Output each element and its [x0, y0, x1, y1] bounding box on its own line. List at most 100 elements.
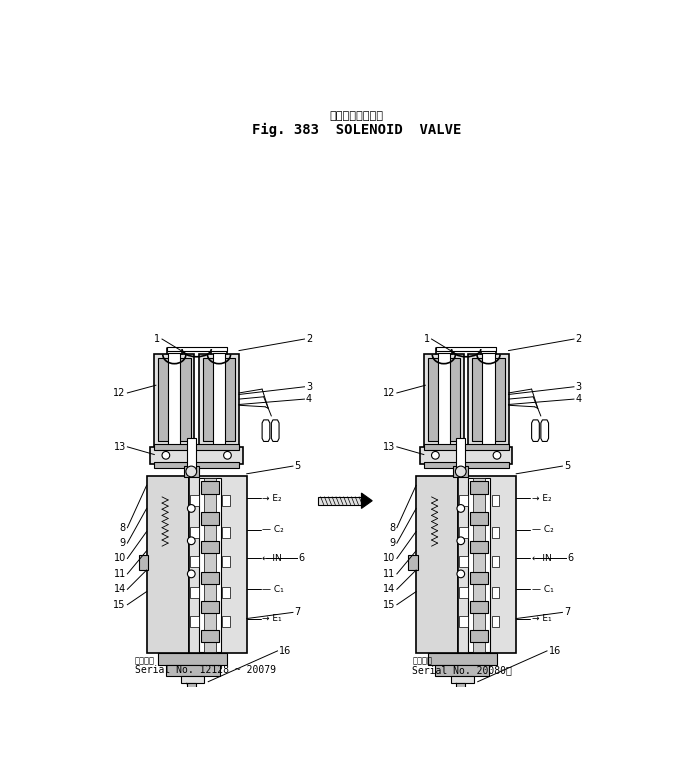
- Text: — C₁: — C₁: [532, 585, 553, 594]
- Bar: [470, 540, 489, 553]
- Bar: [468, 354, 509, 447]
- Bar: [470, 601, 489, 613]
- Bar: [459, 556, 468, 567]
- Text: → E₂: → E₂: [532, 494, 551, 503]
- Text: 16: 16: [549, 646, 561, 656]
- Text: 13: 13: [114, 442, 126, 452]
- Bar: [436, 347, 496, 351]
- Bar: [203, 358, 235, 442]
- Bar: [181, 676, 204, 683]
- Polygon shape: [532, 420, 539, 442]
- Text: 8: 8: [120, 523, 126, 533]
- Bar: [201, 630, 219, 642]
- Circle shape: [224, 452, 231, 459]
- Bar: [491, 496, 499, 506]
- Bar: [154, 444, 239, 450]
- Bar: [158, 358, 190, 442]
- Polygon shape: [541, 420, 549, 442]
- Bar: [438, 353, 450, 447]
- Circle shape: [186, 466, 197, 477]
- Bar: [428, 358, 460, 442]
- Bar: [189, 476, 247, 653]
- Text: Serial No. 12128 ~ 20079: Serial No. 12128 ~ 20079: [135, 665, 276, 676]
- Text: 16: 16: [279, 646, 291, 656]
- Bar: [491, 616, 499, 627]
- Circle shape: [455, 466, 466, 477]
- Bar: [453, 466, 468, 477]
- Text: ← IN: ← IN: [532, 554, 551, 563]
- Text: 10: 10: [114, 554, 126, 564]
- Bar: [459, 496, 468, 506]
- Text: 14: 14: [383, 584, 395, 594]
- Text: 15: 15: [383, 600, 395, 610]
- Text: 4: 4: [576, 394, 581, 404]
- Bar: [201, 601, 219, 613]
- Bar: [420, 447, 512, 464]
- Bar: [199, 354, 239, 447]
- Circle shape: [431, 452, 439, 459]
- Bar: [468, 478, 490, 652]
- Text: 5: 5: [564, 461, 570, 471]
- Circle shape: [457, 537, 465, 544]
- Bar: [168, 353, 181, 447]
- Bar: [459, 527, 468, 538]
- Text: 6: 6: [298, 554, 305, 564]
- Bar: [201, 513, 219, 525]
- Bar: [201, 571, 219, 584]
- Bar: [424, 444, 509, 450]
- Bar: [222, 496, 230, 506]
- Circle shape: [187, 505, 195, 513]
- Bar: [424, 354, 464, 447]
- Bar: [456, 683, 466, 697]
- Bar: [151, 447, 243, 464]
- Text: 2: 2: [306, 334, 312, 344]
- Polygon shape: [262, 420, 270, 442]
- Bar: [470, 482, 489, 494]
- Bar: [459, 616, 468, 627]
- Bar: [416, 476, 459, 653]
- Bar: [470, 513, 489, 525]
- Bar: [166, 665, 220, 676]
- Bar: [187, 438, 196, 472]
- Text: 1: 1: [154, 334, 160, 344]
- Bar: [491, 527, 499, 538]
- Text: 3: 3: [306, 382, 312, 391]
- Bar: [187, 683, 196, 697]
- Bar: [222, 587, 230, 598]
- Text: 2: 2: [576, 334, 582, 344]
- Bar: [424, 462, 509, 469]
- Text: 13: 13: [383, 442, 395, 452]
- Bar: [154, 354, 194, 447]
- Text: → E₁: → E₁: [532, 614, 551, 623]
- Text: — C₁: — C₁: [262, 585, 284, 594]
- Bar: [139, 554, 148, 570]
- Circle shape: [187, 537, 195, 544]
- Bar: [190, 587, 199, 598]
- Text: 12: 12: [114, 388, 126, 398]
- Bar: [470, 571, 489, 584]
- Polygon shape: [271, 420, 279, 442]
- Bar: [222, 616, 230, 627]
- Bar: [456, 438, 466, 472]
- Bar: [459, 476, 516, 653]
- Text: 3: 3: [576, 382, 581, 391]
- Circle shape: [162, 452, 169, 459]
- Bar: [154, 462, 239, 469]
- Bar: [204, 478, 216, 652]
- Text: 14: 14: [114, 584, 126, 594]
- Text: 7: 7: [294, 608, 300, 618]
- Text: 1: 1: [424, 334, 430, 344]
- Text: — C₂: — C₂: [532, 526, 553, 534]
- Bar: [158, 653, 227, 665]
- Bar: [473, 358, 505, 442]
- Bar: [491, 556, 499, 567]
- Bar: [190, 556, 199, 567]
- Polygon shape: [362, 493, 372, 509]
- Bar: [201, 482, 219, 494]
- Text: 9: 9: [389, 538, 395, 548]
- Bar: [428, 653, 497, 665]
- Text: Fig. 383  SOLENOID  VALVE: Fig. 383 SOLENOID VALVE: [252, 123, 461, 137]
- Text: ← IN: ← IN: [262, 554, 282, 563]
- Bar: [222, 527, 230, 538]
- Text: 適用番号: 適用番号: [135, 656, 155, 665]
